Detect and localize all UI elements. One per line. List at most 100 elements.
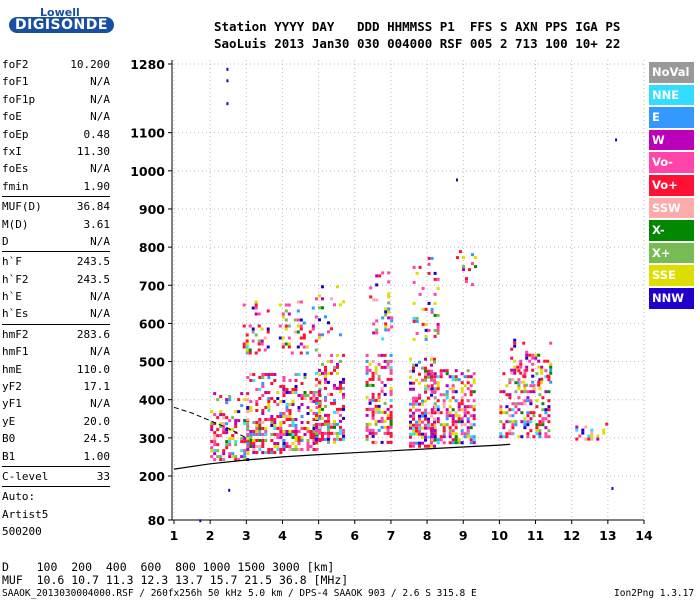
echo-point [336, 386, 339, 390]
echo-point [427, 256, 431, 260]
echo-point [389, 359, 393, 363]
echo-point [384, 307, 388, 311]
echo-point [254, 303, 258, 307]
echo-point [228, 437, 232, 441]
echo-point [460, 423, 464, 427]
echo-point [418, 429, 421, 433]
legend-item: X- [649, 220, 694, 243]
echo-point [508, 429, 512, 433]
echo-point [537, 353, 541, 357]
echo-point [578, 434, 582, 438]
echo-point [299, 327, 303, 331]
echo-point [581, 428, 585, 432]
echo-point [312, 391, 316, 394]
echo-point [384, 325, 388, 329]
echo-point [285, 409, 289, 412]
echo-point [300, 403, 304, 406]
echo-point [387, 310, 391, 314]
echo-point [279, 448, 283, 451]
echo-point [336, 285, 339, 289]
echo-point [315, 398, 318, 402]
header-values: SaoLuis 2013 Jan30 030 004000 RSF 005 2 … [214, 36, 621, 51]
echo-point [312, 427, 316, 430]
echo-point [213, 458, 217, 462]
param-name: h`Es [2, 307, 29, 321]
echo-point [430, 444, 433, 448]
echo-point [243, 455, 247, 459]
echo-point [245, 351, 249, 355]
echo-point [284, 318, 288, 322]
param-name: fmin [2, 179, 29, 193]
echo-point [547, 378, 551, 382]
echo-point [469, 375, 473, 379]
echo-point [372, 331, 376, 335]
echo-point [368, 362, 372, 366]
echo-point [540, 380, 544, 384]
param-name: yF1 [2, 397, 22, 411]
echo-point [457, 378, 461, 382]
echo-point [318, 392, 321, 396]
echo-point [439, 435, 443, 439]
echo-point [412, 301, 416, 305]
echo-point [281, 336, 285, 340]
param-value: 1.00 [83, 449, 111, 463]
echo-point [541, 408, 545, 412]
echo-point [306, 421, 310, 424]
echo-point [427, 426, 430, 430]
echo-point [242, 324, 246, 328]
echo-point [279, 433, 283, 436]
echo-point [245, 333, 249, 337]
echo-point [270, 451, 274, 454]
param-value: N/A [90, 110, 110, 124]
echo-point [231, 452, 235, 456]
echo-point [294, 379, 298, 382]
echo-point [433, 334, 437, 338]
echo-point [535, 399, 539, 403]
echo-point [469, 414, 473, 418]
echo-point [285, 415, 289, 418]
echo-point [321, 422, 324, 426]
echo-point [330, 431, 333, 435]
echo-point [288, 412, 292, 415]
echo-point [389, 404, 393, 408]
echo-point [534, 353, 538, 357]
echo-point [299, 318, 303, 322]
echo-point [377, 410, 381, 414]
echo-point [415, 378, 418, 382]
echo-point [254, 306, 258, 310]
echo-point [267, 451, 271, 454]
echo-point [409, 369, 412, 373]
echo-point [273, 451, 277, 454]
echo-point [523, 390, 527, 394]
echo-point [297, 442, 301, 445]
echo-point [368, 431, 372, 435]
echo-point [342, 437, 345, 441]
echo-point [216, 449, 220, 453]
echo-point [243, 452, 247, 456]
echo-point [374, 398, 378, 402]
echo-point [255, 427, 259, 430]
echo-point [291, 391, 295, 394]
echo-point [415, 441, 418, 445]
echo-point [365, 425, 369, 429]
echo-point [389, 386, 393, 390]
echo-point [415, 402, 418, 406]
echo-point [252, 439, 256, 442]
legend-item: NNE [649, 84, 694, 108]
echo-point [526, 411, 530, 415]
param-row: hmF1 N/A [2, 343, 110, 360]
echo-point [541, 417, 545, 421]
echo-point [327, 359, 330, 363]
echo-point [466, 387, 470, 391]
echo-point [297, 373, 301, 376]
echo-point [294, 430, 298, 433]
echo-point [231, 455, 235, 459]
param-separator [2, 486, 110, 488]
echo-point [389, 416, 393, 420]
echo-point [424, 408, 427, 412]
echo-point [430, 357, 433, 361]
legend-item: SSW [649, 197, 694, 221]
echo-point [575, 437, 579, 441]
echo-point [412, 423, 415, 427]
y-tick-label: 700 [139, 278, 165, 293]
